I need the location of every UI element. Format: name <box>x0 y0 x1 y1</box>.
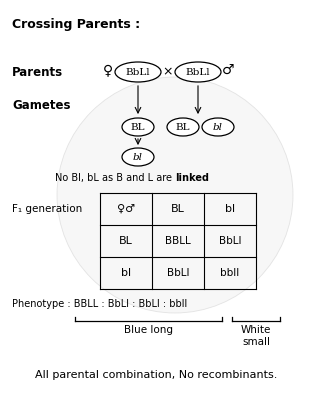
Text: bl: bl <box>121 268 131 278</box>
Ellipse shape <box>175 62 221 82</box>
Text: Blue long: Blue long <box>124 325 173 335</box>
Text: BL: BL <box>119 236 133 246</box>
Text: bl: bl <box>133 152 143 162</box>
Text: BbLl: BbLl <box>126 67 150 76</box>
Text: Crossing Parents :: Crossing Parents : <box>12 18 140 31</box>
Text: BL: BL <box>131 123 145 132</box>
Ellipse shape <box>202 118 234 136</box>
Text: White
small: White small <box>241 325 271 347</box>
Ellipse shape <box>115 62 161 82</box>
Text: linked: linked <box>175 173 209 183</box>
Text: BbLl: BbLl <box>219 236 241 246</box>
Text: BBLL: BBLL <box>165 236 191 246</box>
Text: bbll: bbll <box>220 268 240 278</box>
Circle shape <box>57 77 293 313</box>
Text: F₁ generation: F₁ generation <box>12 204 82 214</box>
Ellipse shape <box>122 118 154 136</box>
Text: BL: BL <box>171 204 185 214</box>
Text: BbLl: BbLl <box>167 268 189 278</box>
Text: BL: BL <box>176 123 190 132</box>
Text: bl: bl <box>213 123 223 132</box>
Ellipse shape <box>167 118 199 136</box>
Text: No Bl, bL as B and L are: No Bl, bL as B and L are <box>55 173 175 183</box>
Text: bl: bl <box>225 204 235 214</box>
Text: Phenotype : BBLL : BbLl : BbLl : bbll: Phenotype : BBLL : BbLl : BbLl : bbll <box>12 299 187 309</box>
Text: ♂: ♂ <box>222 63 234 77</box>
Text: Parents: Parents <box>12 65 63 78</box>
Text: All parental combination, No recombinants.: All parental combination, No recombinant… <box>35 370 277 380</box>
Text: BbLl: BbLl <box>186 67 210 76</box>
Text: ×: × <box>163 65 173 78</box>
Ellipse shape <box>122 148 154 166</box>
Text: ♀♂: ♀♂ <box>117 204 135 214</box>
Text: Gametes: Gametes <box>12 98 70 112</box>
Text: ♀: ♀ <box>103 63 113 77</box>
